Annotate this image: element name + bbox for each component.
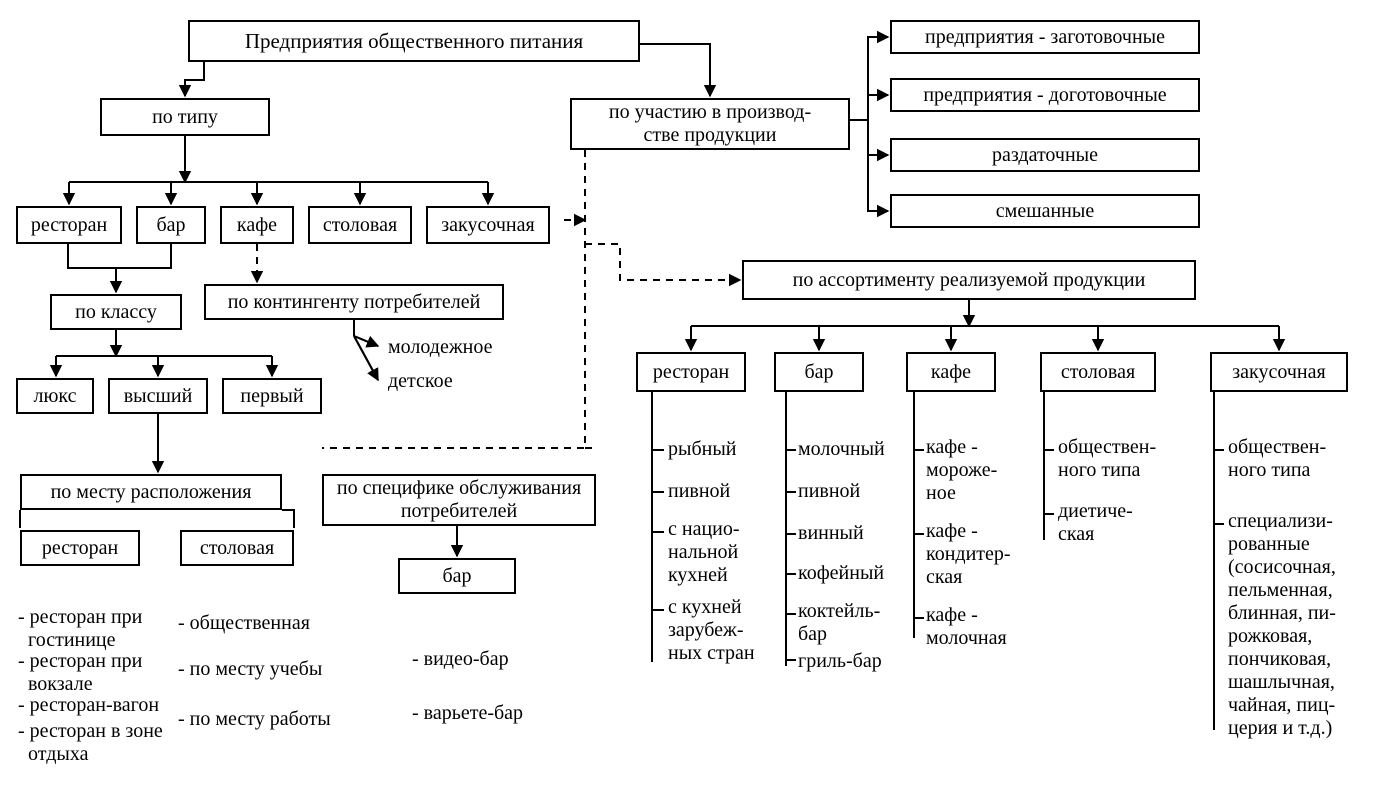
label-r-zone: - ресторан в зоне отдыха xyxy=(18,720,163,766)
node-t-bar: бар xyxy=(136,206,206,244)
label-ac3: кафе - молочная xyxy=(926,604,1007,650)
label-ab4: кофейный xyxy=(798,562,884,585)
node-t-restoran: ресторан xyxy=(16,206,122,244)
label-ab2: пивной xyxy=(798,480,860,503)
node-p-razd: раздаточные xyxy=(890,138,1200,172)
node-byProd: по участию в производ- стве продукции xyxy=(570,98,850,150)
label-ar1: рыбный xyxy=(668,438,736,461)
connector xyxy=(691,300,1279,350)
connector xyxy=(652,392,664,662)
label-st-study: - по месту учебы xyxy=(178,658,322,681)
label-b-variety: - варьете-бар xyxy=(412,702,523,725)
connector xyxy=(354,320,378,380)
connector xyxy=(640,44,710,96)
label-ar3: с нацио- нальной кухней xyxy=(668,518,740,587)
node-c-lux: люкс xyxy=(16,378,94,414)
diagram-stage: Предприятия общественного питания по типу… xyxy=(0,0,1374,796)
node-pl-rest: ресторан xyxy=(20,530,140,566)
label-l-mol: молодежное xyxy=(388,336,493,359)
connector xyxy=(56,330,272,376)
label-ab5: коктейль- бар xyxy=(798,600,880,646)
label-az2: специализи- рованные (сосисочная, пельме… xyxy=(1228,510,1336,740)
connector xyxy=(850,95,888,120)
connector-arrow xyxy=(640,44,710,96)
node-a-stol: столовая xyxy=(1040,352,1156,392)
label-st-work: - по месту работы xyxy=(178,708,331,731)
label-ab1: молочный xyxy=(798,438,885,461)
label-r-hotel: - ресторан при гостинице xyxy=(18,606,142,652)
node-t-stol: столовая xyxy=(308,206,412,244)
connector-arrow xyxy=(354,336,378,380)
node-p-zagot: предприятия - заготовочные xyxy=(890,20,1200,54)
label-as1: обществен- ного типа xyxy=(1058,436,1156,482)
label-ab6: гриль-бар xyxy=(798,650,882,673)
node-c-high: высший xyxy=(108,378,208,414)
label-r-vagon: - ресторан-вагон xyxy=(18,694,159,717)
connector xyxy=(786,392,796,666)
connector xyxy=(20,510,294,528)
connector-arrow xyxy=(185,62,204,96)
node-t-cafe: кафе xyxy=(220,206,294,244)
label-ab3: винный xyxy=(798,522,864,545)
connector xyxy=(914,392,924,638)
label-st-pub: - общественная xyxy=(178,612,310,635)
node-a-zakus: закусочная xyxy=(1210,352,1348,392)
label-ar2: пивной xyxy=(668,480,730,503)
node-byClass: по классу xyxy=(50,294,182,330)
connector xyxy=(850,120,888,211)
connector xyxy=(69,182,488,204)
node-pl-stol: столовая xyxy=(180,530,294,566)
node-a-rest: ресторан xyxy=(636,352,746,392)
node-p-dogot: предприятия - доготовочные xyxy=(890,78,1200,112)
node-p-smesh: смешанные xyxy=(890,194,1200,228)
node-byType: по типу xyxy=(100,98,270,136)
node-a-cafe: кафе xyxy=(906,352,996,392)
node-t-zakus: закусочная xyxy=(426,206,550,244)
label-ac1: кафе - мороже- ное xyxy=(926,436,997,505)
label-r-vokzal: - ресторан при вокзале xyxy=(18,650,142,696)
node-c-first: первый xyxy=(222,378,322,414)
connector xyxy=(1214,392,1224,730)
node-byAssort: по ассортименту реализуемой продукции xyxy=(742,260,1196,300)
node-pl-bar: бар xyxy=(398,558,516,594)
node-root: Предприятия общественного питания xyxy=(188,20,640,62)
label-ac2: кафе - кондитер- ская xyxy=(926,520,1011,589)
label-ar4: с кухней зарубеж- ных стран xyxy=(668,596,755,665)
label-l-det: детское xyxy=(388,370,453,393)
label-az1: обществен- ного типа xyxy=(1228,436,1326,482)
connector xyxy=(1044,392,1054,540)
label-as2: диетиче- ская xyxy=(1058,500,1133,546)
node-byServ: по специфике обслуживания потребителей xyxy=(322,474,596,526)
label-b-video: - видео-бар xyxy=(412,648,509,671)
connector xyxy=(68,244,171,292)
node-a-bar: бар xyxy=(774,352,864,392)
node-byCons: по контингенту потребителей xyxy=(204,284,504,320)
node-byPlace: по месту расположения xyxy=(20,474,282,510)
